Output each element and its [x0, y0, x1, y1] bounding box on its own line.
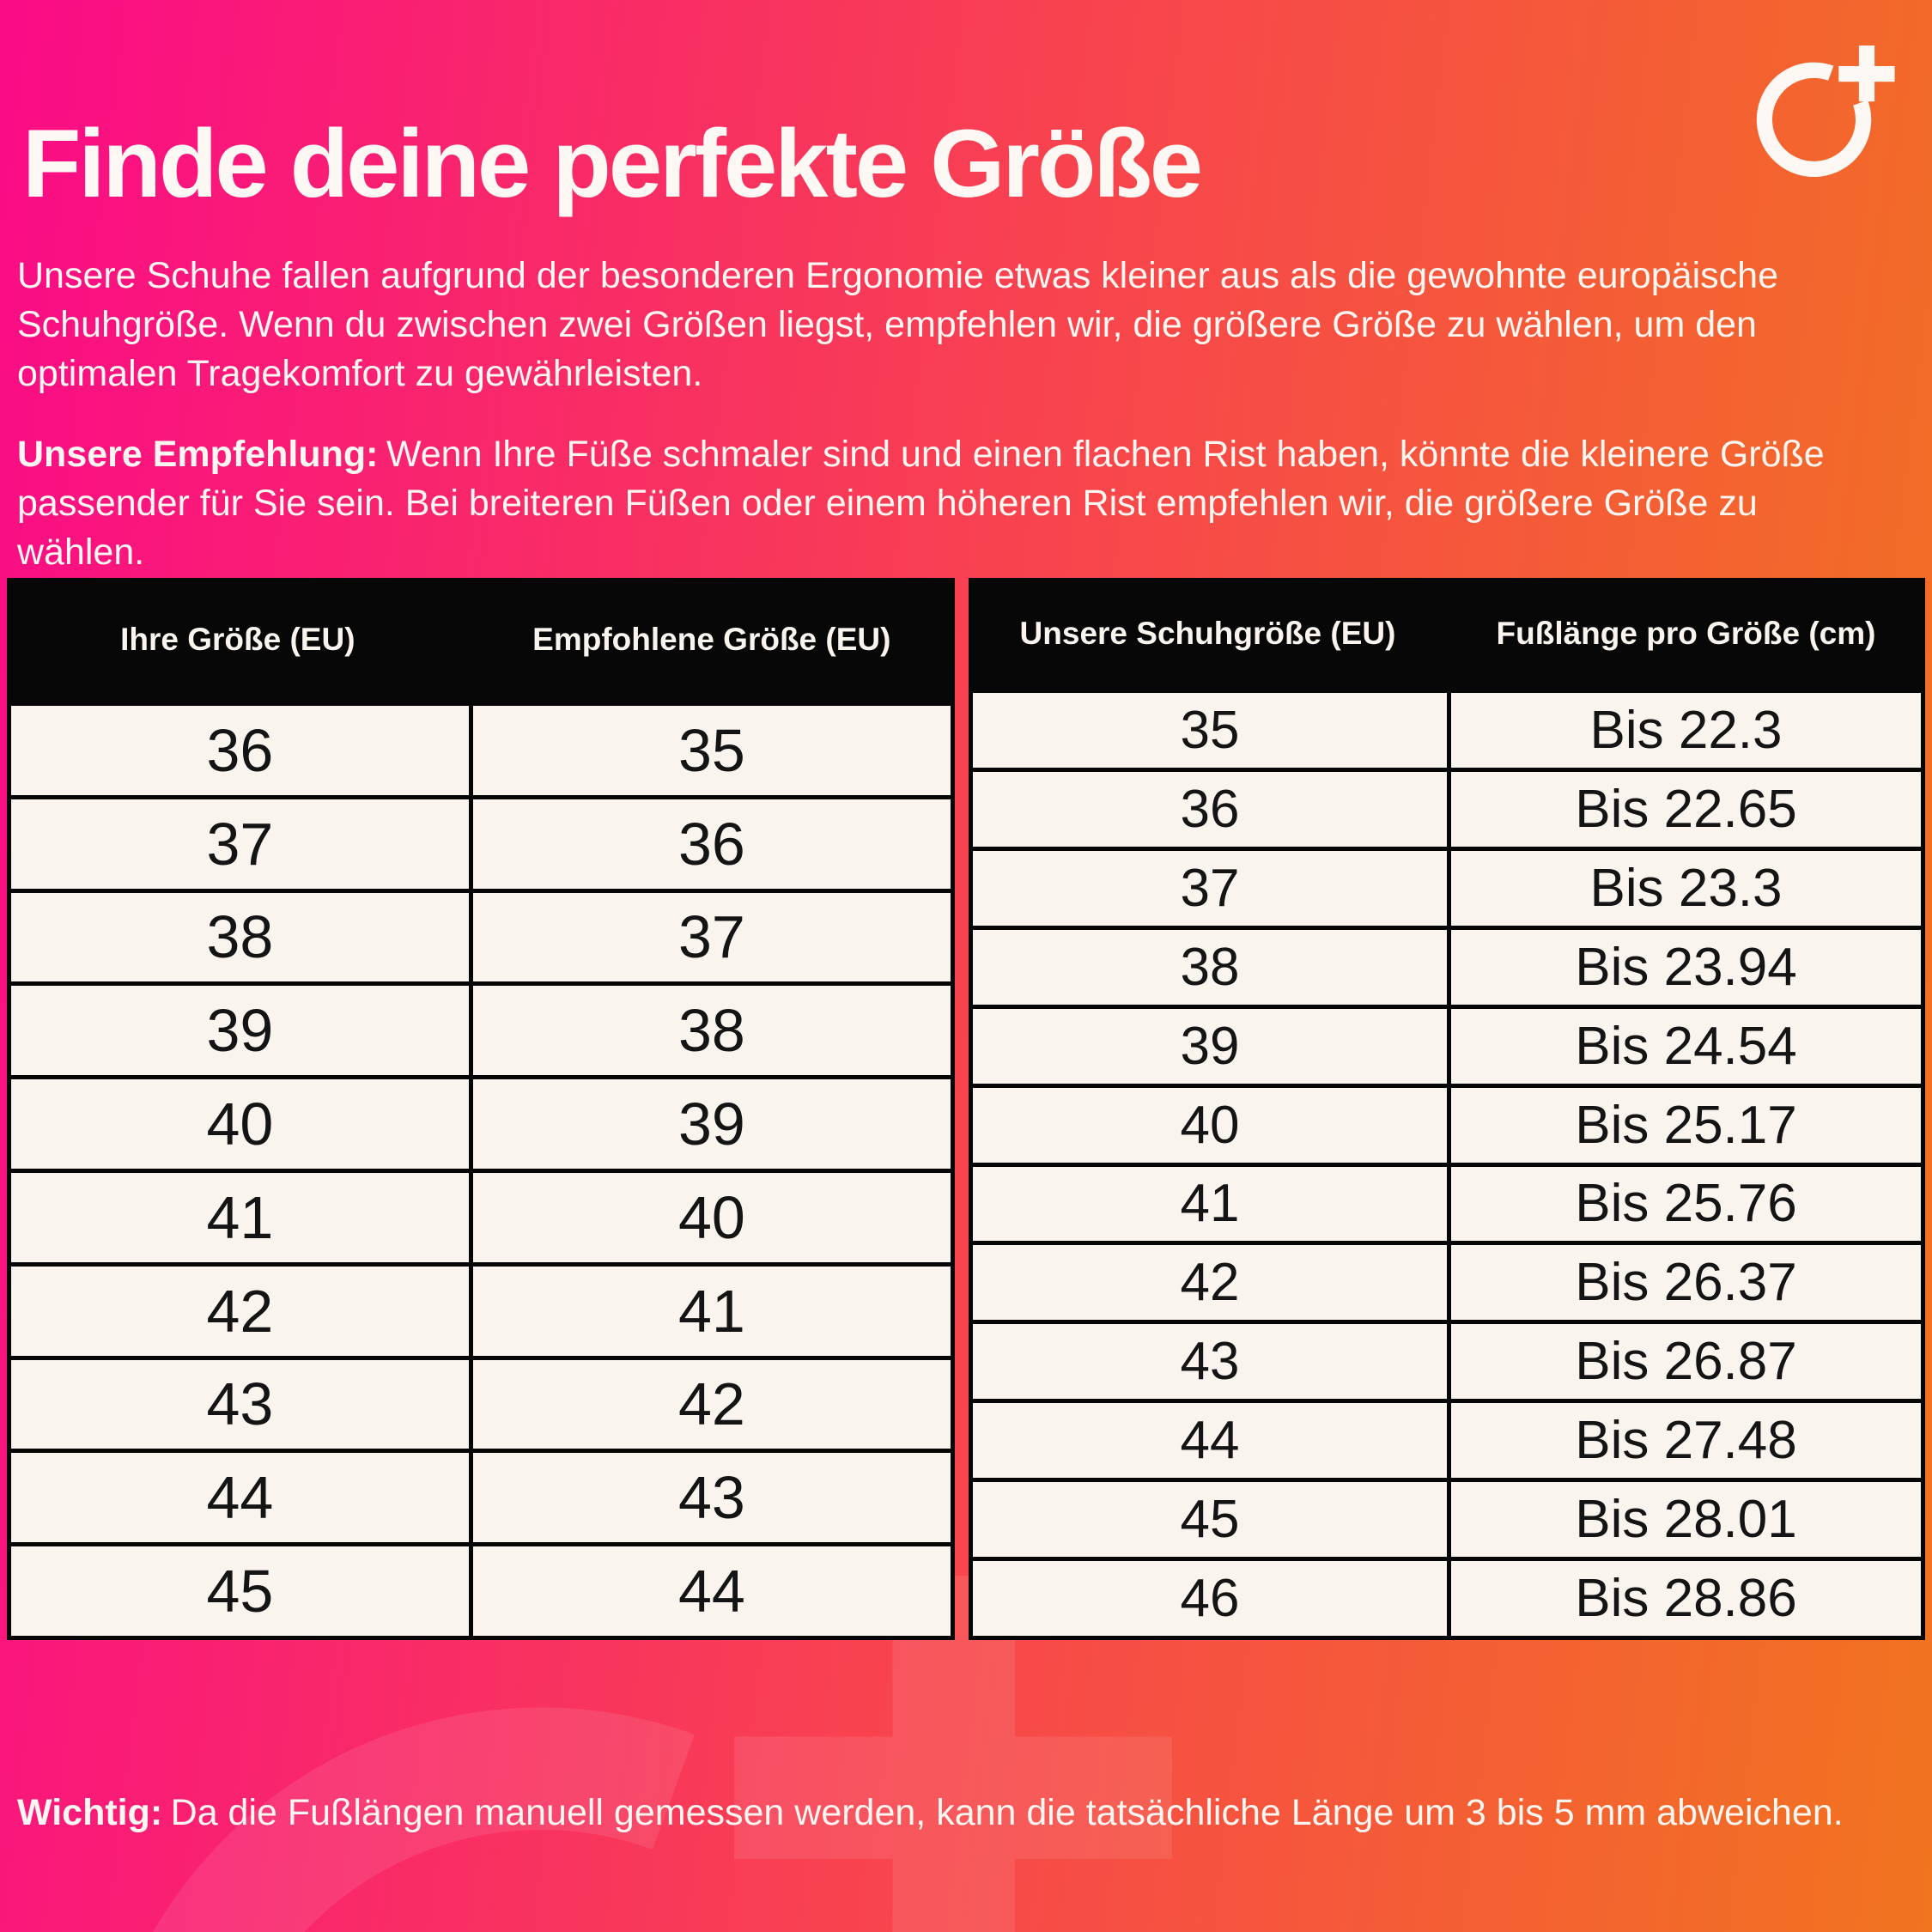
table-row: 43 Bis 26.87 [973, 1320, 1921, 1400]
table-row: 40 39 [11, 1075, 951, 1169]
table-cell: 43 [1180, 1332, 1240, 1392]
table-row: 36 35 [11, 702, 951, 795]
table-cell: 36 [1180, 779, 1240, 839]
table-cell: 42 [468, 1359, 951, 1449]
table-cell: 39 [468, 1079, 951, 1169]
table-cell: 41 [206, 1183, 274, 1251]
recommendation-body: Wenn Ihre Füße schmaler sind und einen f… [17, 434, 1825, 573]
table-row: 42 Bis 26.37 [973, 1241, 1921, 1321]
table-row: 46 Bis 28.86 [973, 1557, 1921, 1637]
table-cell: 43 [468, 1453, 951, 1543]
table-cell: 43 [206, 1370, 274, 1438]
table-header-row: Ihre Größe (EU) Empfohlene Größe (EU) [7, 578, 955, 702]
page-title: Finde deine perfekte Größe [22, 110, 1203, 218]
important-note-body: Da die Fußlängen manuell gemessen werden… [170, 1792, 1844, 1833]
table-row: 40 Bis 25.17 [973, 1083, 1921, 1163]
table-cell: Bis 26.37 [1447, 1245, 1921, 1321]
column-header: Fußlänge pro Größe (cm) [1496, 615, 1876, 651]
table-cell: 37 [206, 810, 274, 878]
table-cell: 35 [468, 706, 951, 795]
table-cell: Bis 22.65 [1447, 771, 1921, 847]
table-row: 39 Bis 24.54 [973, 1004, 1921, 1084]
table-cell: 41 [1180, 1174, 1240, 1234]
table-row: 45 44 [11, 1542, 951, 1636]
table-cell: 44 [468, 1546, 951, 1636]
table-row: 45 Bis 28.01 [973, 1478, 1921, 1558]
table-cell: Bis 23.3 [1447, 850, 1921, 926]
table-row: 38 Bis 23.94 [973, 925, 1921, 1005]
table-cell: Bis 25.76 [1447, 1166, 1921, 1242]
table-cell: 37 [468, 892, 951, 982]
table-cell: 42 [1180, 1253, 1240, 1313]
table-row: 37 Bis 23.3 [973, 846, 1921, 926]
table-cell: Bis 22.3 [1447, 693, 1921, 768]
table-cell: 37 [1180, 858, 1240, 918]
table-row: 38 37 [11, 888, 951, 982]
column-header: Ihre Größe (EU) [120, 622, 355, 657]
recommendation-text: Unsere Empfehlung: Wenn Ihre Füße schmale… [17, 430, 1876, 577]
table-cell: 45 [206, 1558, 274, 1625]
table-cell: 38 [468, 986, 951, 1076]
table-cell: 39 [206, 997, 274, 1065]
table-header-row: Unsere Schuhgröße (EU) Fußlänge pro Größ… [969, 578, 1925, 689]
table-cell: 39 [1180, 1016, 1240, 1076]
o-plus-logo-icon [1756, 45, 1895, 178]
table-row: 44 Bis 27.48 [973, 1399, 1921, 1479]
important-note: Wichtig: Da die Fußlängen manuell gemesse… [17, 1789, 1846, 1838]
table-cell: Bis 27.48 [1447, 1403, 1921, 1479]
important-note-label: Wichtig: [17, 1792, 163, 1833]
table-cell: 44 [206, 1464, 274, 1532]
intro-text: Unsere Schuhe fallen aufgrund der besond… [17, 255, 1778, 394]
table-cell: Bis 24.54 [1447, 1008, 1921, 1084]
table-cell: 38 [206, 903, 274, 971]
table-cell: 38 [1180, 937, 1240, 997]
table-row: 39 38 [11, 981, 951, 1076]
table-cell: 35 [1180, 700, 1240, 760]
table-cell: 41 [468, 1266, 951, 1356]
column-header: Empfohlene Größe (EU) [532, 622, 891, 657]
table-cell: 46 [1180, 1569, 1240, 1629]
table-cell: 42 [206, 1277, 274, 1345]
table-cell: 44 [1180, 1411, 1240, 1471]
table-row: 41 Bis 25.76 [973, 1162, 1921, 1242]
table-row: 36 Bis 22.65 [973, 767, 1921, 847]
table-cell: 36 [468, 799, 951, 889]
recommendation-label: Unsere Empfehlung: [17, 434, 379, 475]
table-cell: Bis 28.01 [1447, 1482, 1921, 1558]
foot-length-table: Unsere Schuhgröße (EU) Fußlänge pro Größ… [969, 578, 1925, 1640]
table-row: 41 40 [11, 1168, 951, 1262]
table-cell: Bis 25.17 [1447, 1087, 1921, 1163]
table-cell: 36 [206, 716, 274, 784]
table-cell: Bis 23.94 [1447, 929, 1921, 1005]
table-row: 37 36 [11, 794, 951, 889]
table-row: 35 Bis 22.3 [973, 689, 1921, 768]
size-conversion-table: Ihre Größe (EU) Empfohlene Größe (EU) 36… [7, 578, 955, 1640]
table-cell: 45 [1180, 1490, 1240, 1550]
table-cell: 40 [206, 1091, 274, 1158]
table-cell: 40 [1180, 1095, 1240, 1155]
table-row: 44 43 [11, 1449, 951, 1543]
table-cell: 40 [468, 1172, 951, 1262]
table-cell: Bis 26.87 [1447, 1324, 1921, 1400]
column-header: Unsere Schuhgröße (EU) [1019, 615, 1396, 651]
table-row: 42 41 [11, 1261, 951, 1356]
table-row: 43 42 [11, 1355, 951, 1449]
table-cell: Bis 28.86 [1447, 1561, 1921, 1637]
